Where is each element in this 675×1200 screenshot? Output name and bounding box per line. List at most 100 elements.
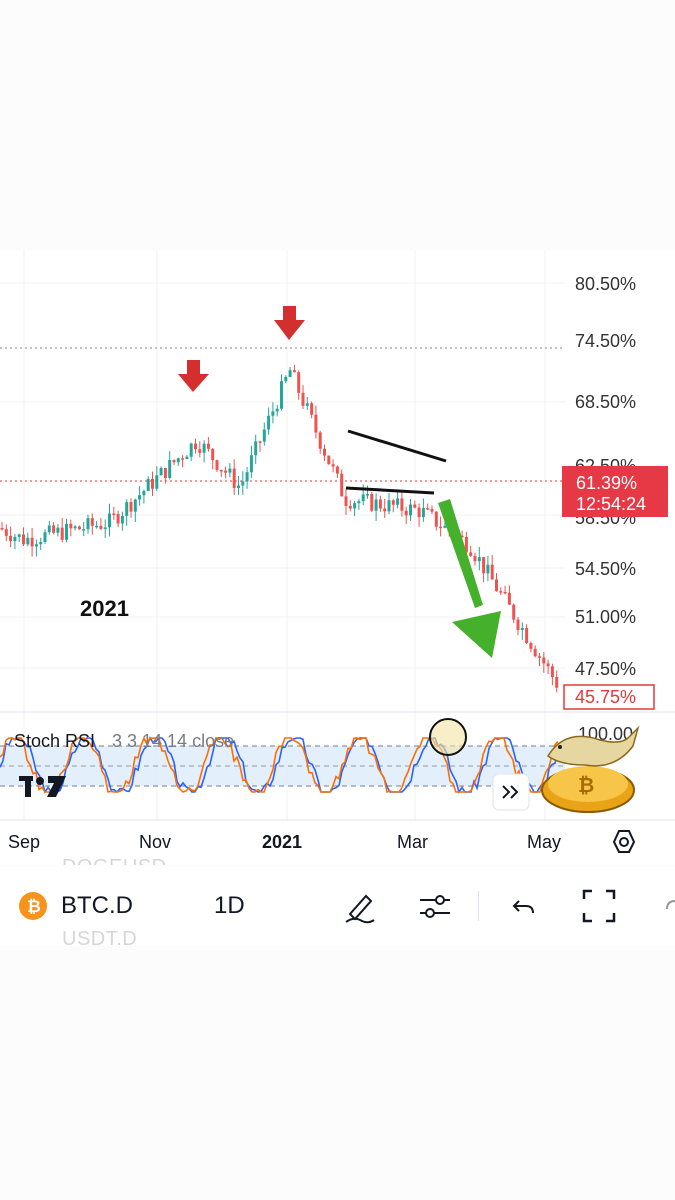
candle-body (219, 469, 223, 472)
candle-body (469, 552, 473, 556)
candle-body (374, 499, 378, 511)
candle-body (495, 579, 498, 592)
candle-body (13, 536, 17, 542)
candle-body (185, 456, 189, 460)
candle-body (421, 508, 425, 518)
arrow-down-icon (274, 306, 305, 340)
candle-body (43, 532, 47, 543)
fullscreen-button[interactable] (581, 866, 617, 946)
candles (0, 364, 559, 693)
candle-body (271, 411, 275, 416)
time-label: Mar (397, 832, 428, 852)
time-label: Nov (139, 832, 171, 852)
candle-body (60, 527, 64, 540)
candle-body (159, 468, 163, 476)
bitcoin-icon: ₿ (19, 892, 47, 920)
candle-body (108, 513, 111, 528)
symbol-selector[interactable]: ₿ BTC.D (18, 866, 133, 946)
arrow-down-icon (178, 360, 209, 392)
candle-body (181, 458, 185, 460)
candle-body (430, 509, 434, 512)
candle-body (482, 557, 486, 574)
candle-body (275, 408, 279, 412)
candle-body (340, 473, 344, 497)
highlight-circle (429, 718, 467, 756)
candle-body (404, 510, 408, 516)
candle-body (172, 459, 176, 463)
price-level: 51.00% (575, 607, 636, 627)
candle-body (301, 392, 305, 406)
symbol-label: BTC.D (61, 892, 133, 919)
price-level: 47.50% (575, 659, 636, 679)
candle-body (323, 448, 326, 456)
chart-canvas[interactable]: 80.50% 74.50% 68.50% 62.50% 58.50% 54.50… (0, 250, 675, 865)
wedge-bottom-line[interactable] (345, 486, 435, 495)
candle-body (555, 677, 559, 688)
candle-body (550, 666, 554, 678)
candle-body (34, 544, 38, 547)
candle-body (202, 443, 206, 453)
candle-body (262, 429, 266, 442)
candle-body (206, 443, 210, 449)
candle-body (65, 523, 68, 540)
candle-body (249, 455, 253, 473)
candle-body (443, 525, 447, 528)
candle-body (460, 535, 464, 538)
candle-body (90, 518, 94, 526)
low-price-value: 45.75% (575, 687, 636, 707)
price-level: 68.50% (575, 392, 636, 412)
candle-body (86, 518, 90, 530)
price-level: 54.50% (575, 559, 636, 579)
candle-body (310, 403, 314, 415)
candle-body (348, 505, 352, 509)
candle-body (69, 523, 73, 529)
candle-body (215, 460, 219, 470)
candle-body (151, 478, 154, 489)
candle-body (507, 592, 511, 605)
stoch-rsi-lines (0, 735, 559, 795)
candle-body (77, 526, 81, 530)
candle-body (525, 627, 529, 644)
chart-area[interactable]: 80.50% 74.50% 68.50% 62.50% 58.50% 54.50… (0, 250, 675, 865)
fullscreen-icon (582, 889, 616, 923)
candle-body (30, 537, 34, 547)
indicator-name[interactable]: Stoch RSI (14, 731, 95, 751)
chart-settings-icon[interactable] (612, 830, 636, 853)
tradingview-logo-icon (19, 776, 66, 797)
candle-body (237, 485, 240, 488)
wedge-top-line[interactable] (347, 429, 447, 463)
interval-selector[interactable]: 1D (214, 866, 245, 946)
candle-body (241, 481, 245, 486)
candle-body (529, 643, 533, 649)
candle-body (22, 534, 25, 545)
undo-button[interactable] (510, 866, 538, 946)
candle-body (52, 525, 56, 533)
candle-body (357, 501, 361, 504)
interval-label: 1D (214, 892, 245, 919)
candle-body (331, 464, 335, 467)
candle-body (318, 432, 322, 449)
candle-body (464, 536, 468, 553)
candle-body (284, 376, 288, 382)
current-price-badge: 61.39% 12:54:24 (562, 466, 668, 517)
indicators-button[interactable] (417, 866, 453, 946)
ghost-symbol-below: USDT.D (62, 928, 138, 950)
indicator-params[interactable]: 3 3 14 14 close (112, 731, 234, 751)
candle-body (439, 526, 443, 529)
drawing-tools-button[interactable] (342, 866, 378, 946)
candle-body (520, 627, 524, 630)
candle-body (361, 494, 365, 502)
candle-body (434, 511, 438, 527)
candle-body (353, 503, 357, 509)
candle-body (125, 502, 129, 516)
candle-body (499, 591, 503, 593)
ghost-symbol-above: DOGEUSD (62, 856, 167, 865)
low-price-badge: 45.75% (563, 684, 655, 710)
candle-body (168, 459, 172, 478)
candle-body (4, 529, 8, 536)
candle-body (366, 494, 369, 496)
more-button[interactable] (664, 866, 675, 946)
scroll-right-button[interactable] (492, 773, 530, 811)
candle-body (413, 504, 417, 508)
candle-body (120, 515, 124, 524)
